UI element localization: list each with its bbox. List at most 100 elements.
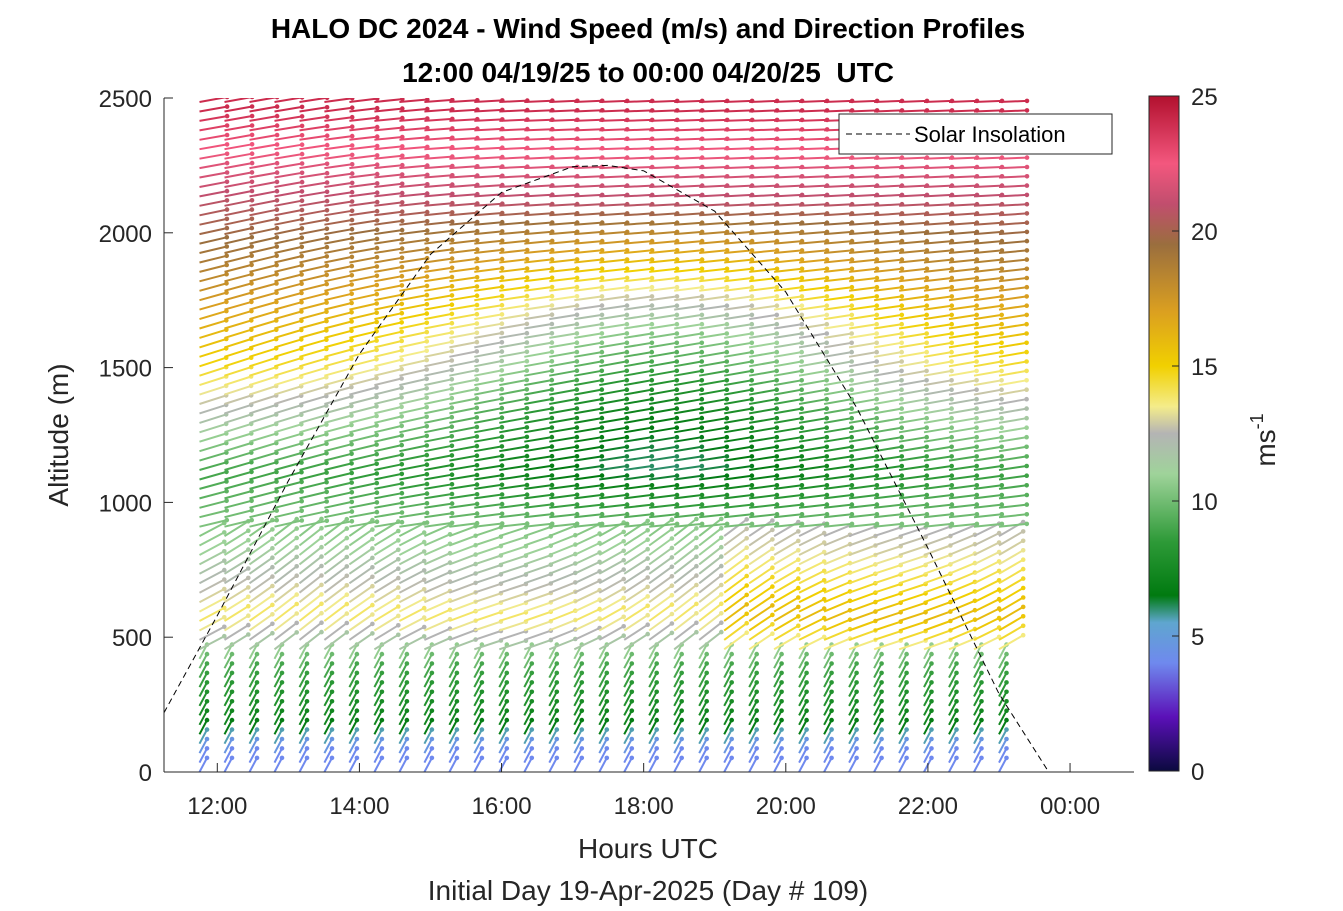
wind-barb-head	[719, 592, 724, 597]
wind-barb	[549, 474, 578, 481]
wind-barb	[449, 563, 476, 575]
wind-barb-head	[779, 651, 784, 657]
wind-barb-head	[474, 219, 480, 225]
wind-barb-head	[699, 387, 705, 393]
wind-barb	[548, 609, 576, 622]
wind-barb	[823, 417, 852, 424]
wind-barb	[523, 757, 533, 772]
wind-barb	[673, 663, 683, 679]
wind-barb	[498, 700, 508, 716]
wind-barb-head	[222, 539, 227, 545]
wind-barb-head	[574, 502, 580, 507]
wind-barb	[298, 757, 308, 772]
wind-barb	[198, 747, 208, 764]
wind-barb-head	[904, 708, 909, 713]
wind-barb	[773, 624, 799, 641]
wind-barb-head	[724, 359, 730, 364]
wind-barb	[898, 564, 926, 575]
wind-barb	[599, 379, 627, 387]
wind-barb	[549, 513, 578, 519]
wind-barb	[474, 267, 503, 273]
wind-barb-head	[324, 189, 330, 195]
wind-barb-head	[849, 473, 855, 479]
wind-barb	[498, 583, 527, 594]
wind-barb-head	[799, 257, 805, 262]
wind-barb	[599, 295, 628, 302]
wind-barb	[624, 388, 652, 396]
wind-barb	[773, 503, 803, 509]
wind-barb-head	[729, 680, 734, 685]
wind-barb-head	[874, 473, 880, 479]
wind-barb	[474, 146, 503, 151]
wind-barb-head	[304, 689, 310, 695]
wind-barb	[898, 672, 908, 688]
wind-barb	[973, 579, 1000, 594]
wind-barb	[873, 407, 902, 415]
wind-barb	[273, 747, 283, 764]
wind-barb	[299, 395, 327, 405]
wind-barb-head	[849, 444, 855, 450]
wind-barb	[299, 329, 327, 339]
wind-barb-head	[254, 708, 260, 713]
wind-barb	[599, 184, 628, 188]
wind-barb	[923, 553, 951, 566]
wind-barb-head	[1004, 755, 1009, 761]
wind-barb	[673, 518, 698, 537]
wind-barb-head	[329, 755, 335, 761]
wind-barb	[574, 332, 603, 339]
wind-barb-head	[624, 434, 630, 440]
wind-barb	[748, 632, 773, 651]
wind-barb-head	[674, 359, 680, 364]
wind-barb-head	[374, 423, 379, 428]
wind-barb	[299, 162, 328, 170]
wind-barb-head	[824, 349, 829, 355]
wind-barb-head	[719, 563, 724, 569]
wind-barb	[499, 474, 528, 481]
wind-barb-head	[674, 331, 680, 336]
wind-barb	[823, 562, 851, 575]
wind-barb-head	[645, 556, 650, 561]
wind-barb-head	[499, 453, 505, 459]
wind-barb	[674, 465, 703, 471]
wind-barb	[374, 164, 403, 170]
wind-barb	[848, 610, 876, 622]
wind-barb	[274, 452, 302, 462]
wind-barb-head	[849, 512, 855, 517]
wind-barb-head	[899, 387, 904, 393]
wind-barb	[799, 522, 828, 528]
wind-barb-head	[624, 331, 630, 336]
wind-barb	[898, 601, 926, 613]
wind-barb-head	[349, 347, 354, 352]
wind-barb	[599, 109, 628, 113]
wind-barb	[349, 348, 377, 358]
wind-barb-head	[204, 755, 210, 761]
wind-barb-head	[274, 253, 280, 259]
wind-barb	[474, 493, 503, 500]
wind-barb-head	[624, 266, 630, 272]
wind-barb-head	[399, 320, 405, 325]
wind-barb	[624, 332, 653, 339]
wind-barb	[249, 105, 278, 113]
wind-barb-head	[974, 340, 979, 346]
wind-barb	[299, 172, 328, 179]
wind-barb-head	[274, 235, 280, 240]
wind-barb	[898, 700, 908, 716]
wind-barb	[449, 600, 476, 613]
wind-barb	[774, 184, 803, 188]
wind-barb	[349, 293, 378, 302]
wind-barb-head	[744, 630, 749, 635]
wind-barb	[249, 301, 277, 311]
wind-barb	[274, 509, 302, 519]
wind-barb	[199, 310, 227, 321]
wind-barb	[249, 480, 277, 490]
wind-barb-head	[649, 284, 655, 290]
wind-barb	[199, 124, 228, 132]
wind-barb	[524, 436, 553, 443]
wind-barb-head	[421, 530, 427, 535]
wind-barb-head	[799, 340, 805, 346]
wind-barb-head	[669, 574, 675, 579]
wind-barb-head	[579, 680, 585, 685]
wind-barb-head	[249, 123, 255, 128]
wind-barb	[948, 628, 976, 641]
wind-barb	[748, 757, 758, 772]
